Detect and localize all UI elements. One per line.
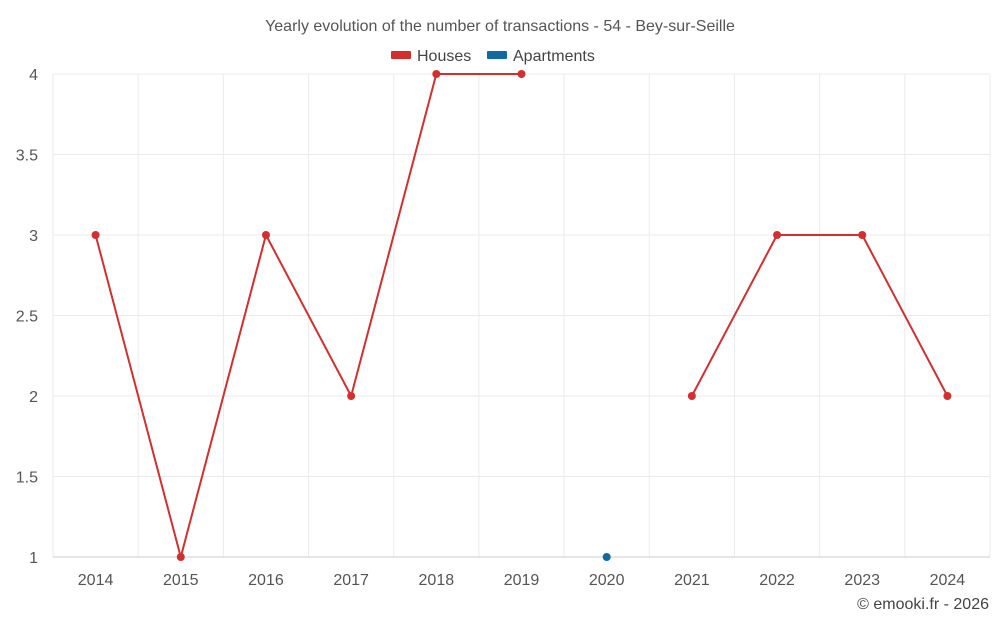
y-tick-label: 1 [29,550,38,567]
series-houses [91,70,952,561]
data-point-houses[interactable] [943,392,952,400]
legend-item-houses[interactable]: Houses [391,48,471,65]
y-tick-label: 2.5 [16,309,38,326]
data-point-houses[interactable] [517,70,526,78]
legend-item-apartments[interactable]: Apartments [487,48,595,65]
x-tick-label: 2014 [78,572,114,589]
data-point-apartments[interactable] [602,553,611,561]
data-point-houses[interactable] [432,70,441,78]
series-line-houses [690,234,949,397]
data-point-houses[interactable] [687,392,696,400]
legend-swatch-apartments [487,51,507,59]
x-tick-label: 2017 [333,572,369,589]
x-tick-label: 2015 [163,572,199,589]
credit-text: © emooki.fr - 2026 [857,596,989,613]
x-tick-label: 2023 [844,572,880,589]
chart-title: Yearly evolution of the number of transa… [265,18,735,35]
data-point-houses[interactable] [773,231,782,239]
legend: Houses Apartments [391,48,595,65]
x-axis-ticks: 2014 2015 2016 2017 2018 2019 2020 2021 2022 2023… [78,572,966,589]
y-tick-label: 4 [29,67,38,84]
data-point-houses[interactable] [91,231,100,239]
y-axis-ticks: 1 1.5 2 2.5 3 3.5 4 [16,67,38,567]
grid [52,73,991,558]
y-tick-label: 3 [29,228,38,245]
x-tick-label: 2016 [248,572,284,589]
data-point-houses[interactable] [347,392,356,400]
legend-label-houses: Houses [417,48,471,65]
x-tick-label: 2020 [589,572,625,589]
x-tick-label: 2021 [674,572,710,589]
data-point-houses[interactable] [261,231,270,239]
x-tick-label: 2024 [930,572,966,589]
series-line-houses [94,73,522,558]
series-apartments [602,553,611,561]
y-tick-label: 2 [29,389,38,406]
legend-label-apartments: Apartments [513,48,595,65]
y-tick-label: 3.5 [16,148,38,165]
data-point-houses[interactable] [176,553,185,561]
y-tick-label: 1.5 [16,470,38,487]
legend-swatch-houses [391,51,411,59]
x-tick-label: 2018 [419,572,455,589]
series-layer [91,70,952,561]
x-tick-label: 2022 [759,572,795,589]
data-point-houses[interactable] [858,231,867,239]
x-tick-label: 2019 [504,572,540,589]
